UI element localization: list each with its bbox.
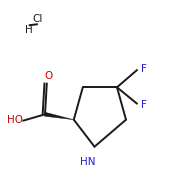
Text: HO: HO: [7, 115, 23, 125]
Text: Cl: Cl: [32, 14, 43, 24]
Text: F: F: [141, 100, 147, 110]
Text: HN: HN: [80, 157, 95, 167]
Text: F: F: [141, 64, 147, 74]
Text: H: H: [25, 25, 33, 35]
Text: O: O: [44, 71, 53, 81]
Polygon shape: [45, 112, 74, 120]
